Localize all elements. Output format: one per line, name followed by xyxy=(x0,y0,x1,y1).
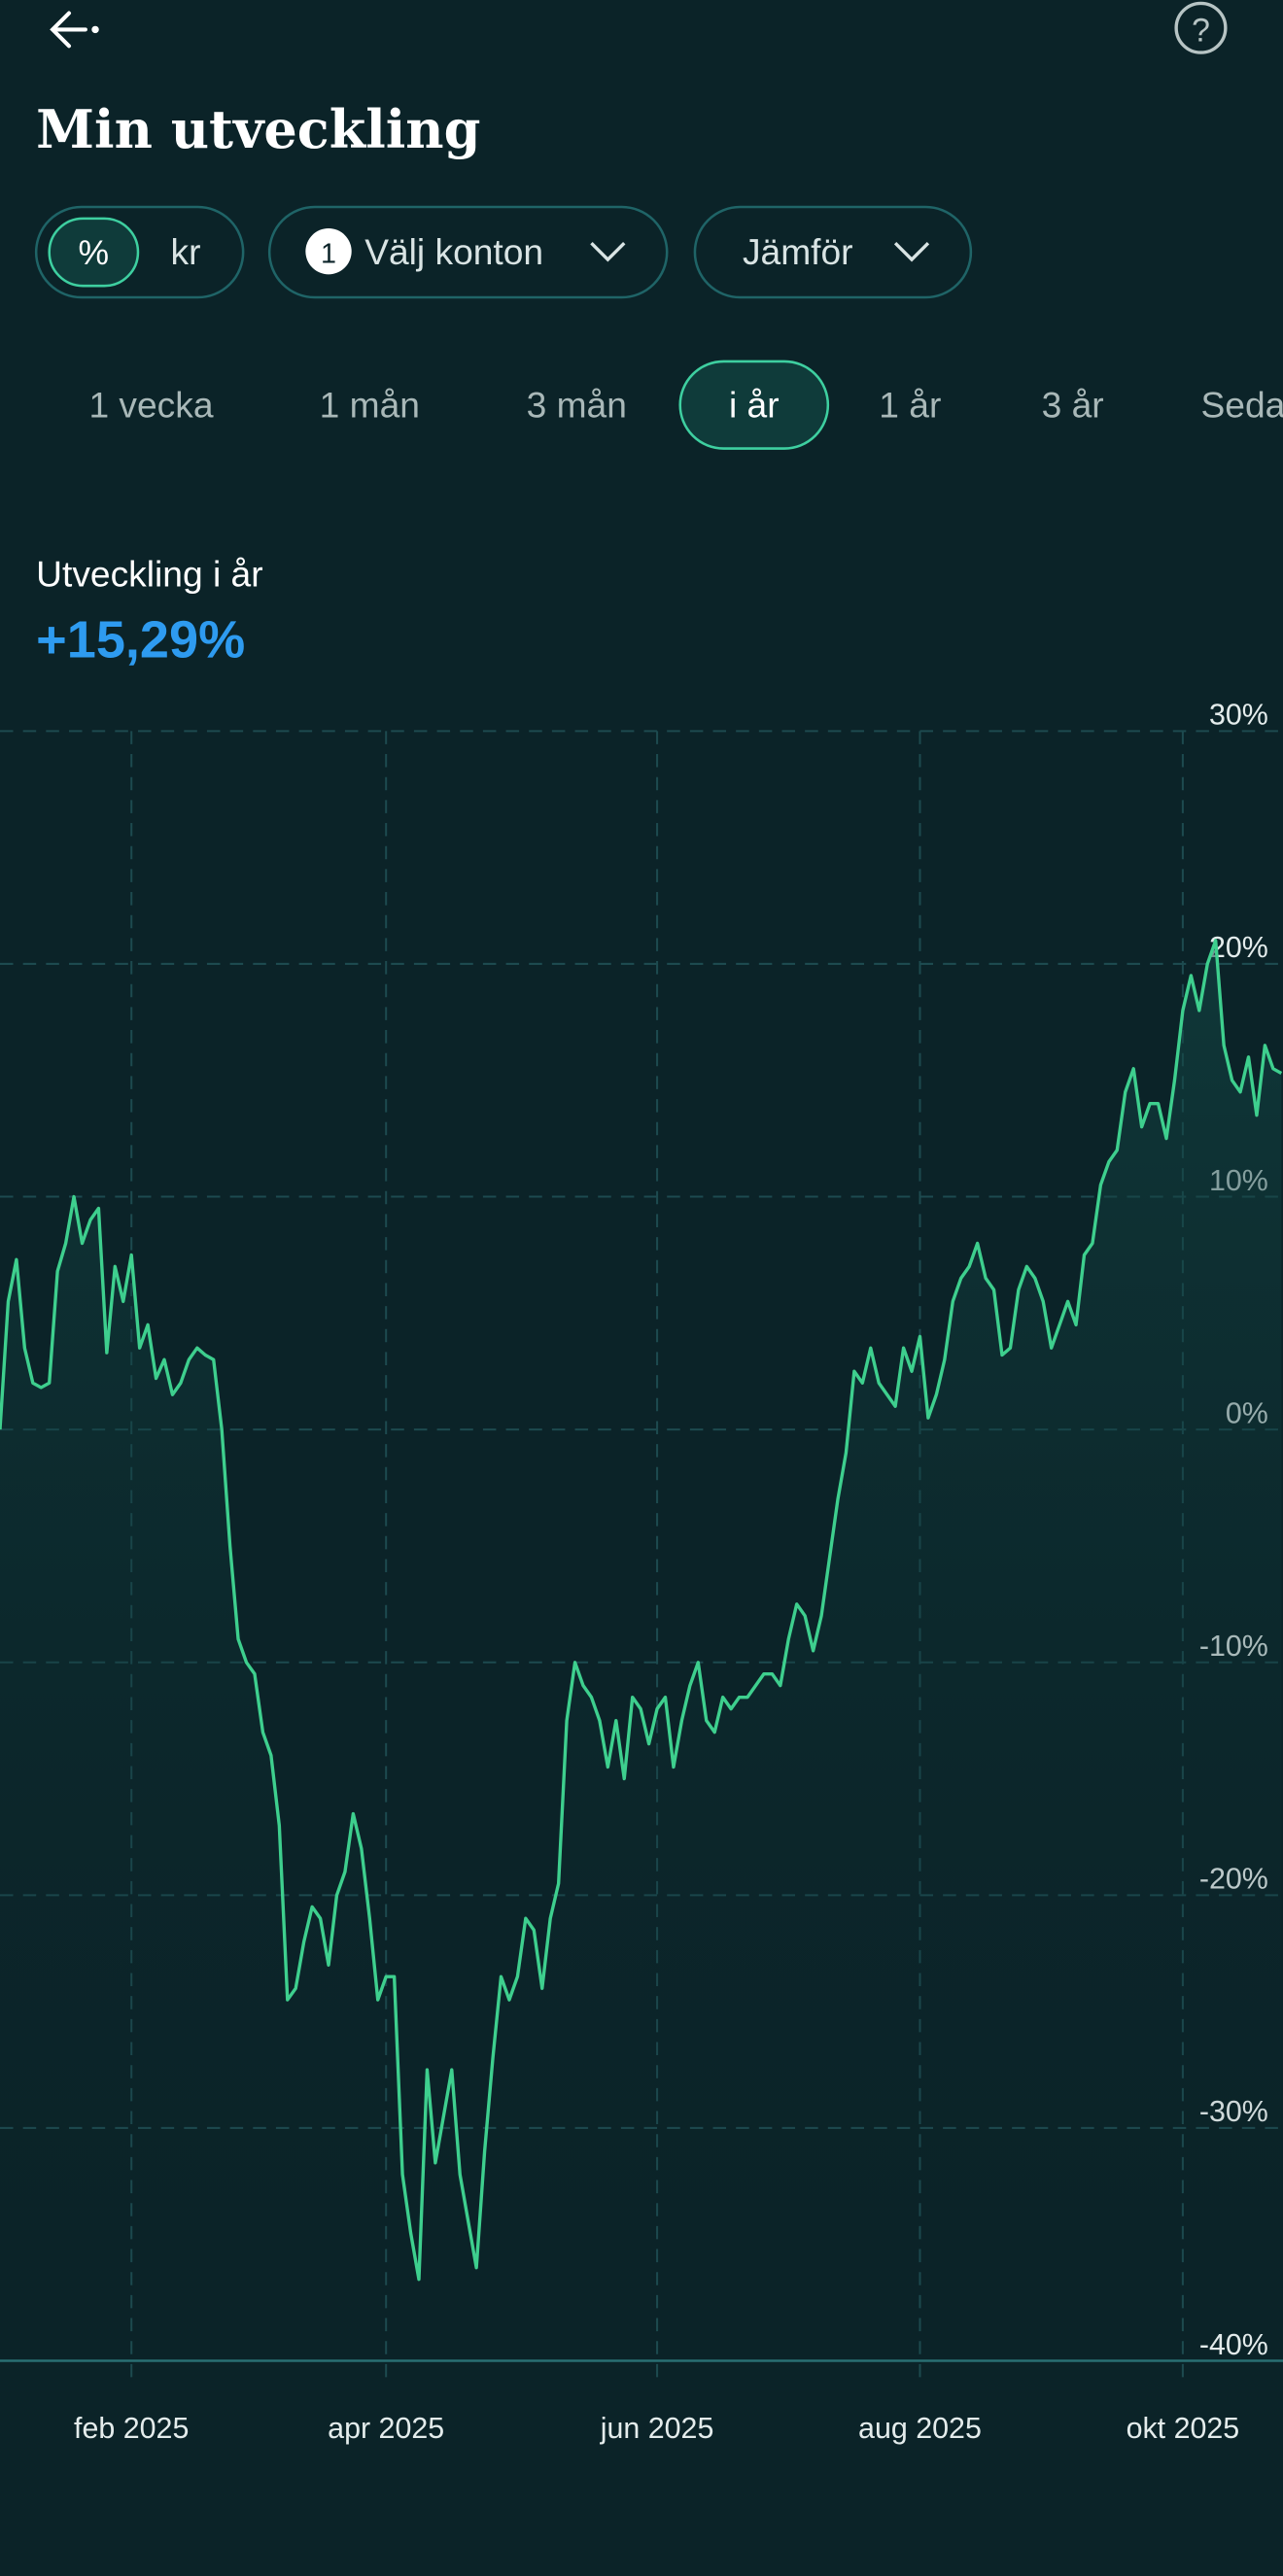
x-tick-label: aug 2025 xyxy=(858,2412,982,2445)
accounts-filter[interactable]: 1 Välj konton xyxy=(267,205,669,299)
y-tick-label: 20% xyxy=(1209,931,1268,964)
x-tick-label: okt 2025 xyxy=(1127,2412,1240,2445)
filter-label: Välj konton xyxy=(364,231,543,272)
badge: 1 xyxy=(321,239,336,270)
toggle-label[interactable]: kr xyxy=(171,231,201,272)
x-tick-label: apr 2025 xyxy=(328,2412,444,2445)
area-fill xyxy=(0,940,1282,2361)
y-tick-label: 30% xyxy=(1209,699,1268,732)
period-tab[interactable]: i år xyxy=(729,384,780,425)
summary-value: +15,29% xyxy=(36,610,245,669)
page-title: Min utveckling xyxy=(36,98,480,160)
toggle-label: % xyxy=(79,233,110,272)
unit-toggle: % kr xyxy=(34,205,245,299)
period-tab[interactable]: 1 mån xyxy=(320,384,420,425)
help-button[interactable]: ? xyxy=(1174,1,1228,54)
summary-label: Utveckling i år xyxy=(36,554,262,595)
period-tabs: 1 vecka 1 mån 3 mån i år 1 år 3 år Seda xyxy=(88,360,1283,450)
back-button[interactable] xyxy=(50,11,99,49)
x-tick-label: jun 2025 xyxy=(600,2412,714,2445)
period-tab[interactable]: 3 år xyxy=(1042,384,1104,425)
filter-label: Jämför xyxy=(743,231,853,272)
period-tab[interactable]: 1 år xyxy=(879,384,941,425)
period-tab[interactable]: Seda xyxy=(1200,384,1283,425)
period-tab[interactable]: 1 vecka xyxy=(88,384,213,425)
compare-filter[interactable]: Jämför xyxy=(693,205,973,299)
tab-selected[interactable] xyxy=(678,360,830,450)
toggle-option[interactable] xyxy=(48,217,140,288)
svg-text:?: ? xyxy=(1192,12,1210,49)
x-tick-label: feb 2025 xyxy=(74,2412,189,2445)
period-tab[interactable]: 3 mån xyxy=(527,384,627,425)
line-series xyxy=(0,939,1283,2282)
